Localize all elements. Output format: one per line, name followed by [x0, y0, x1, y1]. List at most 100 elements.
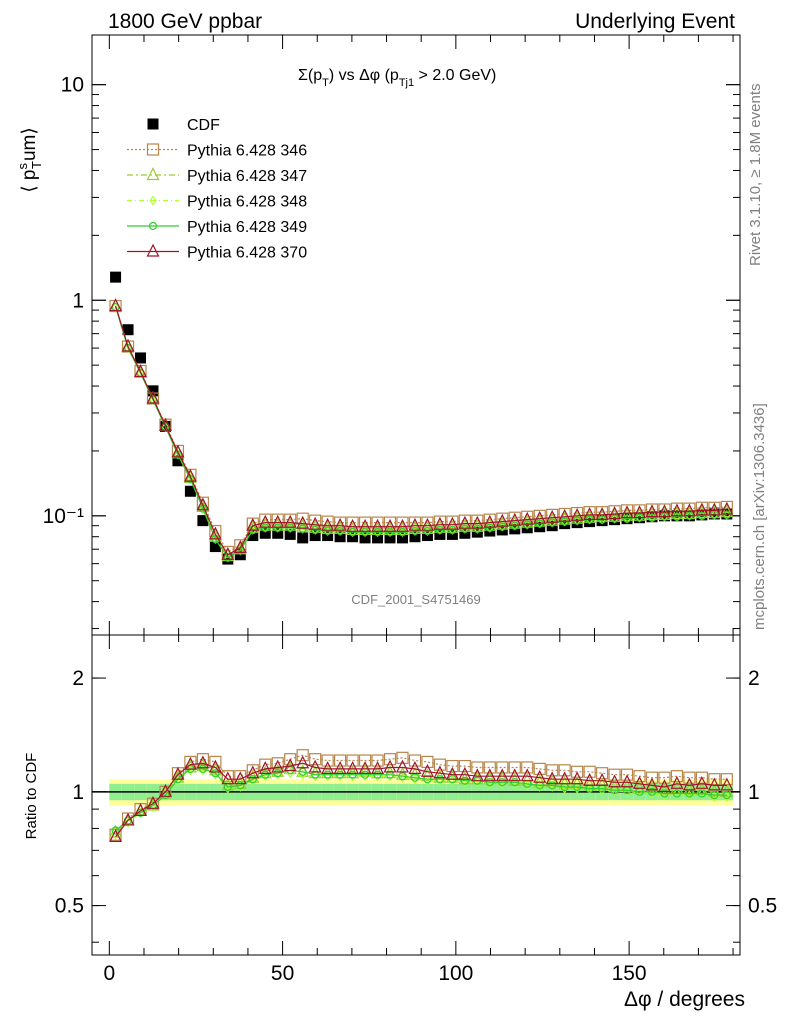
main-plot-frame: 10⁻¹ 1 10 — [43, 34, 741, 636]
ratio-series-2-point — [298, 769, 307, 780]
mcplots-label: mcplots.cern.ch [arXiv:1306.3436] — [751, 403, 768, 630]
ratio-series-4-point — [620, 774, 634, 788]
ratio-series-4-point — [308, 759, 322, 773]
legend-label: CDF — [187, 117, 220, 134]
ratio-series-4-point — [595, 772, 609, 786]
ratio-series-3-point — [211, 769, 220, 778]
cdf-point — [658, 510, 670, 522]
x-tick-label: 0 — [103, 962, 115, 985]
y-tick-label: 0.5 — [55, 895, 84, 918]
ratio-series-3-point — [672, 789, 682, 798]
main-series-5-point — [109, 298, 123, 312]
main-series-2-point — [408, 521, 422, 534]
main-series-5-point — [183, 468, 197, 482]
main-series-4-point — [286, 523, 295, 532]
ratio-series-1-point — [633, 780, 646, 794]
analysis-id: CDF_2001_S4751469 — [351, 592, 480, 607]
ratio-series-4-point — [707, 777, 721, 791]
ratio-series-0-point — [421, 755, 434, 768]
main-series-1-point — [471, 514, 484, 527]
main-series-4-point — [672, 512, 682, 521]
main-series-2-point — [321, 521, 335, 534]
ratio-series-1-point — [420, 768, 434, 782]
ratio-series-4-point — [408, 761, 422, 774]
main-series-5-point — [358, 518, 372, 532]
main-series-5-point — [121, 338, 135, 352]
main-series-4-point — [373, 528, 382, 537]
cdf-point — [596, 515, 608, 527]
y-tick-label-right: 2 — [748, 667, 760, 690]
legend-cdf-marker — [147, 118, 159, 130]
main-series-2-point — [246, 519, 260, 533]
header-left: 1800 GeV ppbar — [108, 10, 262, 33]
ratio-series-0-point — [558, 764, 571, 777]
ratio-series-1-point — [645, 780, 659, 794]
ratio-series-0-point — [259, 758, 272, 771]
main-series-5-point — [508, 512, 522, 526]
main-series-5-point — [321, 517, 335, 531]
ratio-series-4-point — [246, 765, 260, 779]
main-series-5-point — [296, 515, 310, 529]
ratio-series-3-point — [385, 770, 395, 779]
ratio-series-3-point — [348, 770, 357, 779]
main-series-4-point — [460, 524, 469, 533]
main-series-2-point — [396, 522, 409, 536]
ratio-series-4-point — [445, 766, 459, 780]
main-series-4-point — [485, 523, 494, 532]
main-series-2-point — [296, 518, 310, 532]
ratio-series-4-point — [545, 771, 559, 785]
main-series-2-point — [258, 517, 272, 531]
main-series-1-point — [595, 506, 609, 519]
ratio-series-4-point — [533, 769, 547, 783]
y-tick-label-right: 0.5 — [748, 895, 777, 918]
main-series-5-point — [146, 390, 160, 404]
main-series-4-point — [498, 522, 507, 531]
y-tick-label: 10⁻¹ — [43, 505, 84, 528]
ratio-series-4-point — [396, 759, 409, 773]
ratio-series-0-point — [196, 753, 209, 766]
ratio-series-0-point — [383, 753, 397, 766]
ratio-series-4-point — [608, 774, 622, 788]
main-series-2-point — [271, 517, 285, 531]
y-tick-label: 10 — [61, 74, 84, 97]
ratio-series-4-point — [121, 812, 135, 826]
main-series-1-point — [708, 501, 721, 514]
main-series-5-point — [707, 502, 721, 516]
legend-label: Pythia 6.428 370 — [187, 245, 307, 262]
main-series-5-point — [620, 505, 634, 519]
main-series-4-point — [298, 524, 307, 533]
main-series-1-point — [546, 508, 559, 521]
main-series-5-line — [115, 305, 727, 556]
ratio-series-1-point — [620, 779, 634, 793]
legend-label: Pythia 6.428 346 — [187, 143, 307, 160]
ratio-series-3-point — [111, 826, 120, 835]
ratio-series-3-point — [410, 773, 420, 782]
legend: CDF Pythia 6.428 346 Pythia 6.428 347 Pythi… — [127, 117, 307, 262]
main-series-5-point — [595, 507, 609, 520]
ratio-series-1-point — [358, 763, 372, 777]
ratio-series-4-point — [570, 771, 584, 785]
ratio-series-4-point — [171, 766, 185, 780]
main-series-2-point — [645, 507, 659, 520]
ratio-series-0-point — [296, 749, 309, 762]
ratio-series-0-point — [508, 761, 521, 774]
main-series-1-point — [658, 503, 671, 516]
ratio-series-3-point — [398, 772, 407, 781]
main-series-5-point — [196, 497, 210, 511]
main-series-5-point — [533, 510, 547, 524]
ratio-series-0-line — [115, 754, 727, 836]
main-series-4-point — [473, 524, 482, 533]
ratio-series-0-point — [271, 757, 284, 770]
cdf-point — [284, 528, 296, 540]
ratio-series-1-point — [583, 777, 597, 791]
header-right: Underlying Event — [575, 10, 735, 33]
ratio-series-0-point — [221, 770, 234, 783]
ratio-series-3-point — [710, 791, 719, 800]
ratio-series-4-point — [583, 772, 597, 786]
main-series-2-point — [458, 518, 472, 532]
cdf-point — [334, 531, 346, 543]
ratio-series-3-point — [498, 778, 507, 787]
ratio-series-4-point — [383, 759, 397, 773]
ratio-series-1-point — [720, 783, 734, 797]
